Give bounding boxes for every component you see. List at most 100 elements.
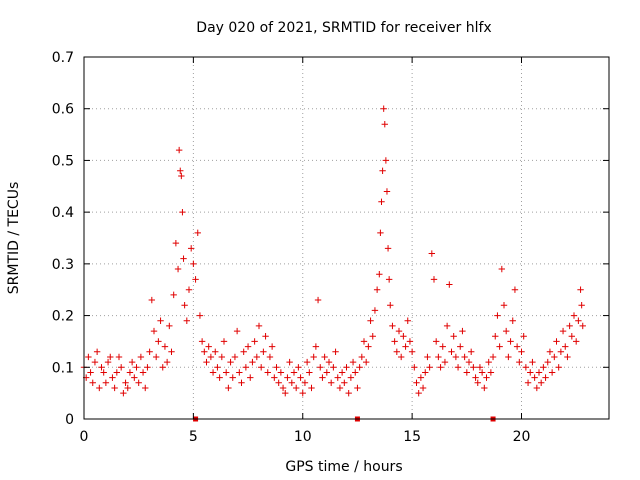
data-point [222, 369, 230, 376]
data-point [373, 286, 381, 293]
data-point [384, 245, 392, 252]
data-point [397, 353, 405, 361]
data-point [205, 343, 212, 350]
data-point [233, 327, 241, 335]
data-point [474, 379, 481, 386]
data-point [516, 358, 523, 366]
data-point [452, 353, 460, 361]
data-point [240, 348, 247, 355]
data-point [378, 198, 385, 205]
x-tick-label: 15 [403, 429, 421, 445]
data-point [367, 317, 374, 324]
data-point [496, 343, 503, 350]
data-point [457, 343, 464, 350]
data-point [568, 333, 576, 340]
data-point [505, 353, 512, 361]
data-point [290, 369, 298, 376]
data-point [312, 343, 320, 350]
data-point [87, 369, 94, 376]
data-point [395, 327, 403, 335]
data-point [207, 353, 215, 361]
data-point [562, 343, 569, 350]
data-point [522, 364, 530, 371]
data-point [411, 364, 418, 371]
data-point [529, 358, 536, 366]
data-point [133, 364, 140, 371]
data-point [341, 379, 348, 386]
data-point [166, 322, 173, 330]
data-point [126, 369, 134, 376]
data-point [546, 348, 554, 355]
data-point [247, 374, 254, 381]
data-point [257, 364, 265, 371]
data-point [317, 364, 324, 371]
data-point [470, 364, 477, 371]
x-tick-label: 5 [189, 429, 198, 445]
data-point [439, 343, 446, 350]
data-point [336, 384, 344, 392]
data-point [360, 338, 368, 345]
data-point [537, 379, 545, 386]
data-point [417, 374, 425, 381]
grid-lines [84, 57, 609, 419]
data-point [137, 353, 145, 361]
data-point [332, 348, 339, 355]
x-tick-label: 10 [294, 429, 312, 445]
data-point [249, 358, 256, 366]
data-point [117, 364, 125, 371]
data-point [406, 338, 414, 345]
data-point [430, 276, 438, 283]
chart-title: Day 020 of 2021, SRMTID for receiver hlf… [196, 20, 491, 36]
data-point [314, 296, 322, 304]
data-point [492, 333, 499, 340]
data-point [419, 384, 427, 392]
data-point [478, 369, 486, 376]
data-point [216, 374, 223, 381]
data-point [203, 358, 210, 366]
data-point [277, 369, 285, 376]
data-point [489, 353, 497, 361]
data-point [161, 343, 169, 350]
data-point [282, 389, 289, 397]
data-point [347, 374, 355, 381]
data-point [500, 302, 508, 309]
data-point [275, 379, 282, 386]
data-point [124, 384, 131, 392]
data-point [168, 348, 175, 355]
data-point [327, 379, 335, 386]
data-point [310, 353, 317, 361]
data-point [553, 338, 560, 345]
data-point [244, 343, 252, 350]
data-point [379, 167, 386, 174]
data-point [113, 369, 121, 376]
data-point [448, 348, 455, 355]
data-point [306, 369, 313, 376]
y-tick-label: 0.5 [52, 153, 74, 169]
data-point [559, 327, 567, 335]
data-point [150, 327, 158, 335]
data-point [450, 333, 457, 340]
x-axis-ticks: 0 5 10 15 20 [80, 57, 530, 445]
data-point [268, 343, 276, 350]
data-point [446, 281, 453, 288]
data-point [415, 389, 422, 397]
data-point [148, 296, 156, 304]
data-point [260, 348, 267, 355]
data-point [498, 265, 506, 273]
data-point [511, 286, 519, 293]
data-point [266, 353, 274, 361]
data-point [380, 105, 387, 112]
data-point [555, 364, 562, 371]
data-point [579, 322, 586, 330]
data-point [212, 348, 219, 355]
data-point [509, 317, 516, 324]
data-point [358, 353, 366, 361]
data-point [338, 369, 346, 376]
data-point [89, 379, 96, 386]
data-point [527, 369, 534, 376]
data-point [467, 348, 475, 355]
data-point [152, 353, 160, 361]
data-point [542, 374, 549, 381]
data-point [461, 353, 468, 361]
